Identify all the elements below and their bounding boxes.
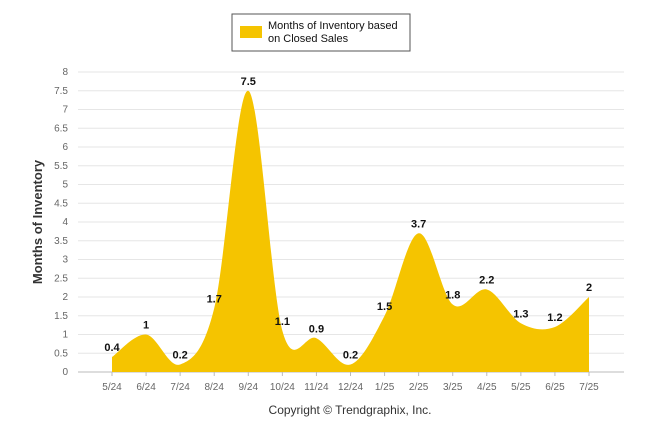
data-label: 1.8 — [445, 290, 460, 302]
x-tick-label: 7/24 — [170, 382, 190, 393]
legend-line-1: Months of Inventory based — [268, 20, 398, 32]
data-labels: 0.4 1 0.2 1.7 7.5 1.1 0.9 0.2 1.5 3.7 1.8 2.2 1.3 1.2… — [104, 76, 592, 362]
x-tick-label: 6/24 — [136, 382, 156, 393]
data-label: 1.2 — [547, 312, 562, 324]
y-tick-label: 2 — [62, 292, 68, 303]
y-tick-label: 2.5 — [54, 273, 68, 284]
y-tick-label: 3 — [62, 255, 68, 266]
legend-line-2: on Closed Sales — [268, 33, 349, 45]
x-tick-label: 8/24 — [204, 382, 224, 393]
y-tick-label: 8 — [62, 67, 68, 78]
y-axis-ticks: 0 0.5 1 1.5 2 2.5 3 3.5 4 4.5 5 5.5 6 6.5 7 7.5 8 — [54, 67, 68, 378]
data-label: 0.2 — [343, 350, 358, 362]
x-tick-label: 6/25 — [545, 382, 565, 393]
x-tick-label: 9/24 — [239, 382, 259, 393]
data-label: 0.4 — [104, 342, 120, 354]
grid — [78, 71, 624, 373]
x-tick-label: 3/25 — [443, 382, 463, 393]
y-axis-title: Months of Inventory — [30, 159, 45, 284]
data-label: 0.9 — [309, 323, 324, 335]
x-tick-label: 11/24 — [304, 382, 329, 393]
data-label: 1.3 — [513, 308, 528, 320]
data-label: 0.2 — [172, 350, 187, 362]
data-label: 7.5 — [241, 76, 256, 88]
y-tick-label: 0 — [62, 367, 68, 378]
y-tick-label: 3.5 — [54, 236, 68, 247]
x-tick-label: 10/24 — [270, 382, 295, 393]
data-label: 1 — [143, 320, 149, 332]
data-label: 2 — [586, 282, 592, 294]
x-axis-ticks: 5/24 6/24 7/24 8/24 9/24 10/24 11/24 12/24 1/25 2… — [102, 372, 599, 393]
y-tick-label: 5 — [62, 180, 68, 191]
x-tick-label: 2/25 — [409, 382, 429, 393]
data-label: 1.1 — [275, 316, 290, 328]
y-tick-label: 4.5 — [54, 198, 68, 209]
y-tick-label: 0.5 — [54, 348, 68, 359]
y-tick-label: 6 — [62, 142, 68, 153]
data-label: 2.2 — [479, 275, 494, 287]
data-label: 1.7 — [207, 293, 222, 305]
copyright-text: Copyright © Trendgraphix, Inc. — [269, 403, 432, 417]
x-tick-label: 5/25 — [511, 382, 531, 393]
y-tick-label: 6.5 — [54, 123, 68, 134]
x-tick-label: 12/24 — [338, 382, 363, 393]
series-area — [112, 90, 589, 372]
y-tick-label: 7 — [62, 105, 68, 116]
y-tick-label: 5.5 — [54, 161, 68, 172]
x-tick-label: 1/25 — [375, 382, 395, 393]
y-tick-label: 1.5 — [54, 311, 68, 322]
data-label: 1.5 — [377, 301, 392, 313]
x-tick-label: 7/25 — [579, 382, 599, 393]
y-tick-label: 4 — [62, 217, 68, 228]
y-tick-label: 1 — [62, 330, 68, 341]
y-tick-label: 7.5 — [54, 86, 68, 97]
x-tick-label: 4/25 — [477, 382, 497, 393]
legend-swatch — [240, 26, 262, 38]
data-label: 3.7 — [411, 218, 426, 230]
legend: Months of Inventory based on Closed Sale… — [231, 13, 411, 52]
x-tick-label: 5/24 — [102, 382, 122, 393]
